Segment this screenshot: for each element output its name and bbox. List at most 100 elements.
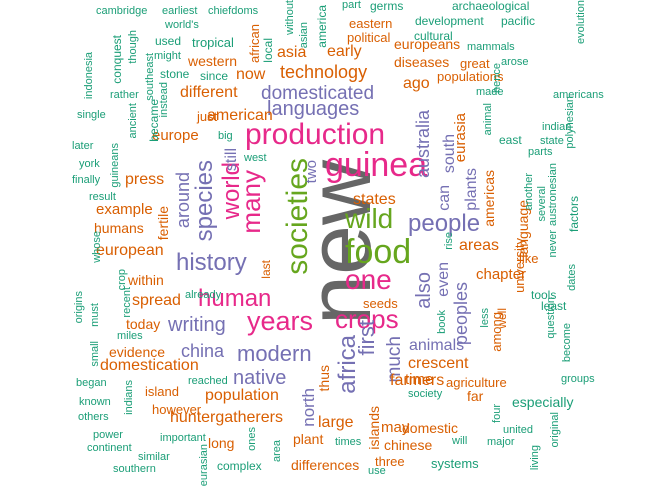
cloud-word: important xyxy=(160,432,206,444)
cloud-word: however xyxy=(152,402,202,417)
cloud-word: single xyxy=(77,109,106,121)
cloud-word: americas xyxy=(481,170,497,227)
cloud-word: another xyxy=(523,173,535,211)
cloud-word: arose xyxy=(501,56,529,68)
cloud-word: united xyxy=(503,424,533,436)
cloud-word: rather xyxy=(110,89,139,101)
cloud-word: even xyxy=(435,262,452,297)
cloud-word: two xyxy=(303,160,320,184)
cloud-word: became xyxy=(147,99,161,142)
cloud-word: seeds xyxy=(363,296,398,311)
cloud-word: cultural xyxy=(414,29,453,43)
cloud-word: development xyxy=(415,14,484,28)
cloud-word: technology xyxy=(280,62,368,82)
cloud-word: eastern xyxy=(349,16,393,31)
cloud-word: animals xyxy=(409,337,465,354)
cloud-word: indonesia xyxy=(83,52,95,100)
cloud-word: species xyxy=(191,160,218,242)
cloud-word: diseases xyxy=(394,54,450,70)
cloud-word: already xyxy=(185,289,222,301)
cloud-word: tropical xyxy=(192,35,234,50)
cloud-word: islands xyxy=(366,406,382,450)
cloud-word: systems xyxy=(431,456,479,471)
cloud-word: crops xyxy=(335,304,399,334)
cloud-word: local xyxy=(261,38,275,63)
cloud-word: writing xyxy=(168,314,226,336)
cloud-word: first xyxy=(354,320,379,356)
cloud-word: european xyxy=(96,242,164,259)
cloud-word: like xyxy=(519,251,539,266)
cloud-word: evolution xyxy=(575,0,587,45)
word-cloud: new food guinea production societies wild one y… xyxy=(72,0,604,486)
cloud-word: guineans xyxy=(109,143,121,188)
cloud-word: factors xyxy=(567,196,581,233)
cloud-word: four xyxy=(491,404,503,423)
cloud-word: plants xyxy=(463,168,480,211)
cloud-word: one xyxy=(345,264,392,295)
cloud-word: original xyxy=(549,412,561,448)
cloud-word: indians xyxy=(123,380,135,415)
cloud-word: mammals xyxy=(467,41,515,53)
cloud-word: though xyxy=(127,30,139,64)
cloud-word: austronesian xyxy=(547,163,559,226)
cloud-word: last xyxy=(259,260,273,279)
cloud-word: use xyxy=(368,465,386,477)
cloud-word: finally xyxy=(72,174,101,186)
cloud-word: chapter xyxy=(476,266,527,283)
cloud-word: today xyxy=(126,316,161,332)
cloud-word: native xyxy=(233,367,287,389)
cloud-word: earliest xyxy=(162,5,198,17)
cloud-word: food xyxy=(345,233,412,271)
cloud-word: known xyxy=(79,396,111,408)
cloud-word: without xyxy=(284,0,296,35)
cloud-word: southern xyxy=(113,463,156,475)
cloud-word: cambridge xyxy=(96,5,148,17)
cloud-word: question xyxy=(545,297,557,339)
cloud-word: eurasia xyxy=(452,113,469,163)
cloud-word: parts xyxy=(528,146,553,158)
cloud-word: power xyxy=(93,429,123,441)
cloud-word: huntergatherers xyxy=(170,409,283,426)
cloud-word: made xyxy=(476,86,504,98)
cloud-word: production xyxy=(245,118,386,151)
cloud-word: later xyxy=(72,140,94,152)
cloud-word: now xyxy=(236,66,266,83)
cloud-word: different xyxy=(180,84,238,101)
cloud-word: miles xyxy=(117,330,143,342)
cloud-word: north xyxy=(299,388,318,427)
cloud-word: farmers xyxy=(390,372,445,389)
cloud-word: plant xyxy=(293,431,324,447)
cloud-word: living xyxy=(529,445,541,471)
cloud-word: fertile xyxy=(155,206,171,241)
cloud-word: ones xyxy=(246,427,258,451)
cloud-word: similar xyxy=(138,451,170,463)
cloud-word: ago xyxy=(403,75,430,92)
cloud-word: others xyxy=(78,411,109,423)
cloud-word: less xyxy=(479,308,491,328)
cloud-word: american xyxy=(207,107,273,124)
cloud-word: dates xyxy=(566,264,578,291)
cloud-word: used xyxy=(155,34,182,48)
cloud-word: people xyxy=(408,210,481,237)
cloud-word: world's xyxy=(165,19,199,31)
cloud-word: human xyxy=(198,285,272,312)
cloud-word: around xyxy=(173,172,193,229)
cloud-word: pacific xyxy=(501,14,536,28)
cloud-word: hence xyxy=(491,63,503,93)
cloud-word: far xyxy=(467,388,484,404)
cloud-word: long xyxy=(208,435,235,451)
cloud-word: whose xyxy=(91,231,103,263)
cloud-word: east xyxy=(499,133,522,147)
cloud-word: african xyxy=(247,24,262,64)
cloud-word: complex xyxy=(217,459,262,473)
cloud-word: times xyxy=(335,436,362,448)
cloud-word: western xyxy=(188,53,238,69)
cloud-word: especially xyxy=(512,394,574,410)
cloud-word: early xyxy=(327,43,362,60)
cloud-word: peoples xyxy=(451,282,471,346)
cloud-word: wild xyxy=(345,203,394,234)
cloud-word: spread xyxy=(132,292,181,309)
cloud-word: thus xyxy=(316,365,332,392)
cloud-word: populations xyxy=(437,69,504,84)
cloud-word: evidence xyxy=(109,344,166,360)
